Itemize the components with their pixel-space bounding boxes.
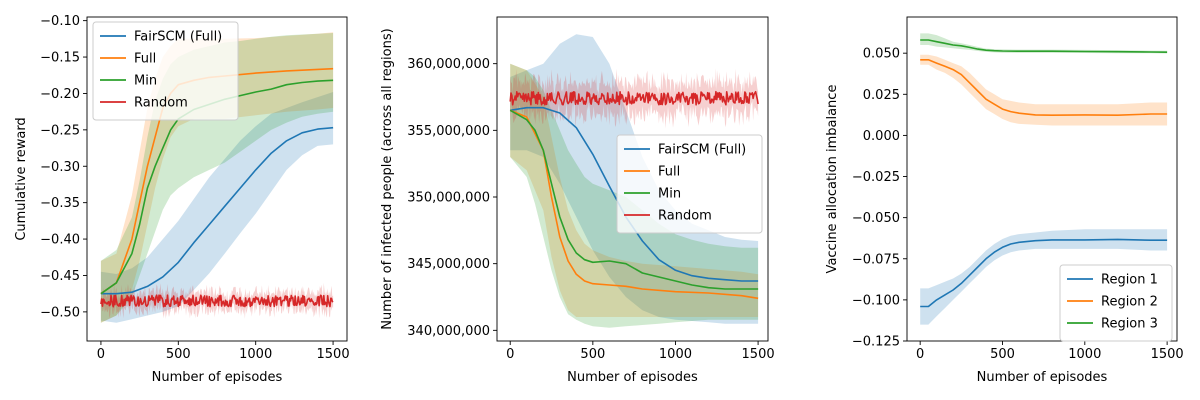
- x-tick-label: 1500: [1151, 347, 1184, 362]
- y-tick-label: 0.025: [863, 88, 900, 103]
- x-tick-label: 1000: [1068, 347, 1101, 362]
- x-tick-label: 1500: [317, 347, 350, 362]
- x-tick-label: 1500: [742, 347, 775, 362]
- plot-area: [920, 33, 1168, 325]
- legend-entry-label: Min: [134, 74, 157, 89]
- series-line-random: [509, 90, 759, 106]
- reward-chart-panel: 0 500 1000 1500 −0.50 −0.45 −0.40 −0.35 −0.30 −0.…: [14, 14, 350, 385]
- y-tick-label: 0.050: [863, 47, 900, 62]
- y-axis-label: Cumulative reward: [14, 117, 29, 240]
- y-tick-label: −0.10: [40, 14, 80, 29]
- x-tick-label: 1000: [659, 347, 692, 362]
- imbalance-chart-panel: 0 500 1000 1500 −0.125 −0.100 −0.075 −0.050 −0.0…: [825, 16, 1184, 385]
- legend: FairSCM (Full) Full Min Random: [92, 21, 239, 121]
- y-tick-label: −0.20: [40, 87, 80, 102]
- legend-box: [92, 21, 239, 121]
- series-line-fairscm-full-: [100, 126, 334, 295]
- series-line-random: [100, 294, 334, 308]
- x-axis-label: Number of episodes: [977, 370, 1108, 385]
- series-line-region-3: [920, 39, 1168, 53]
- infected-chart-panel: 0 500 1000 1500 340,000,000 345,000,000 350,00…: [380, 16, 775, 385]
- legend-entry-label: Min: [658, 187, 681, 202]
- x-tick-label: 0: [506, 347, 514, 362]
- y-tick-label: 360,000,000: [407, 57, 490, 72]
- legend-entry-label: Region 3: [1101, 317, 1158, 332]
- y-tick-label: −0.25: [40, 123, 80, 138]
- x-tick-label: 0: [97, 347, 105, 362]
- series-line-full: [509, 109, 759, 300]
- y-tick-label: −0.50: [40, 305, 80, 320]
- y-tick-label: −0.40: [40, 233, 80, 248]
- y-tick-label: −0.050: [852, 211, 900, 226]
- y-tick-label: 345,000,000: [407, 257, 490, 272]
- legend-entry-label: FairSCM (Full): [134, 30, 222, 45]
- y-tick-label: −0.125: [852, 335, 900, 350]
- y-tick-label: −0.15: [40, 51, 80, 66]
- legend: Region 1 Region 2 Region 3: [1059, 264, 1173, 342]
- legend-box: [1059, 264, 1173, 342]
- y-tick-label: −0.100: [852, 293, 900, 308]
- band-min: [510, 63, 759, 328]
- band-region-1: [920, 229, 1168, 325]
- y-tick-label: −0.35: [40, 196, 80, 211]
- y-tick-label: 0.000: [863, 129, 900, 144]
- series-line-min: [509, 109, 759, 290]
- y-tick-label: 350,000,000: [407, 191, 490, 206]
- legend-box: [616, 134, 763, 234]
- axes-frame: [496, 16, 769, 342]
- series-line-region-1: [920, 238, 1168, 308]
- y-axis-label: Number of infected people (across all re…: [380, 28, 395, 329]
- legend-entry-label: FairSCM (Full): [658, 143, 746, 158]
- x-tick-label: 1000: [239, 347, 272, 362]
- y-tick-label: −0.075: [852, 252, 900, 267]
- legend-entry-label: Region 1: [1101, 273, 1158, 288]
- y-axis-label: Vaccine allocation imbalance: [825, 85, 840, 274]
- band-region-2: [920, 54, 1168, 126]
- axes-frame: [86, 16, 348, 342]
- x-tick-label: 0: [916, 347, 924, 362]
- x-tick-label: 500: [580, 347, 605, 362]
- legend-entry-label: Random: [134, 96, 188, 111]
- series-line-region-2: [920, 58, 1168, 116]
- y-tick-label: −0.025: [852, 170, 900, 185]
- x-tick-label: 500: [990, 347, 1015, 362]
- y-tick-label: 340,000,000: [407, 324, 490, 339]
- legend: FairSCM (Full) Full Min Random: [616, 134, 763, 234]
- legend-entry-label: Region 2: [1101, 295, 1158, 310]
- y-tick-label: −0.45: [40, 269, 80, 284]
- y-tick-label: 355,000,000: [407, 124, 490, 139]
- axes-frame: [906, 16, 1178, 342]
- band-full: [510, 63, 759, 318]
- band-region-3: [920, 33, 1168, 54]
- band-random: [510, 68, 759, 129]
- legend-entry-label: Random: [658, 209, 712, 224]
- legend-entry-label: Full: [658, 165, 680, 180]
- x-axis-label: Number of episodes: [152, 370, 283, 385]
- x-tick-label: 500: [166, 347, 191, 362]
- y-tick-label: −0.30: [40, 160, 80, 175]
- x-axis-label: Number of episodes: [567, 370, 698, 385]
- legend-entry-label: Full: [134, 52, 156, 67]
